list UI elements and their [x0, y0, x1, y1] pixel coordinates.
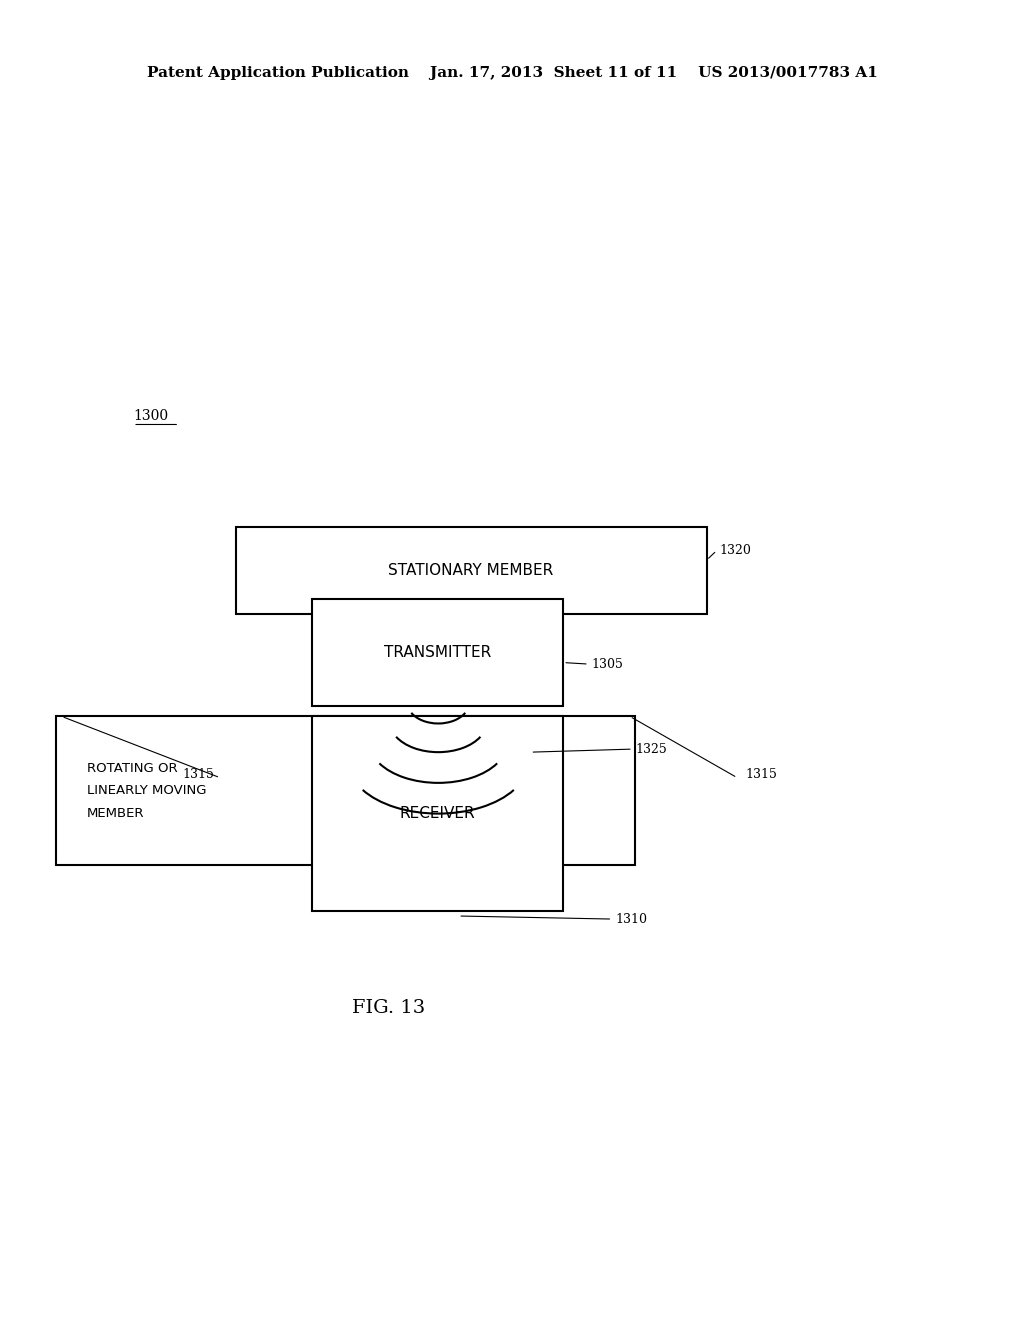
Text: ROTATING OR: ROTATING OR [87, 762, 178, 775]
Text: RECEIVER: RECEIVER [400, 807, 475, 821]
FancyBboxPatch shape [312, 598, 563, 706]
FancyBboxPatch shape [236, 527, 707, 614]
Text: 1325: 1325 [636, 743, 668, 755]
Text: 1315: 1315 [182, 768, 214, 781]
Text: 1300: 1300 [133, 409, 168, 424]
Text: FIG. 13: FIG. 13 [352, 999, 426, 1018]
Text: Patent Application Publication    Jan. 17, 2013  Sheet 11 of 11    US 2013/00177: Patent Application Publication Jan. 17, … [146, 66, 878, 79]
Text: LINEARLY MOVING: LINEARLY MOVING [87, 784, 207, 797]
Text: TRANSMITTER: TRANSMITTER [384, 644, 492, 660]
Text: 1305: 1305 [592, 657, 624, 671]
Text: 1315: 1315 [745, 768, 777, 781]
Text: 1310: 1310 [615, 912, 647, 925]
FancyBboxPatch shape [56, 717, 635, 865]
Text: 1320: 1320 [720, 544, 752, 557]
Text: MEMBER: MEMBER [87, 807, 144, 820]
FancyBboxPatch shape [312, 717, 563, 911]
Text: STATIONARY MEMBER: STATIONARY MEMBER [388, 562, 554, 578]
